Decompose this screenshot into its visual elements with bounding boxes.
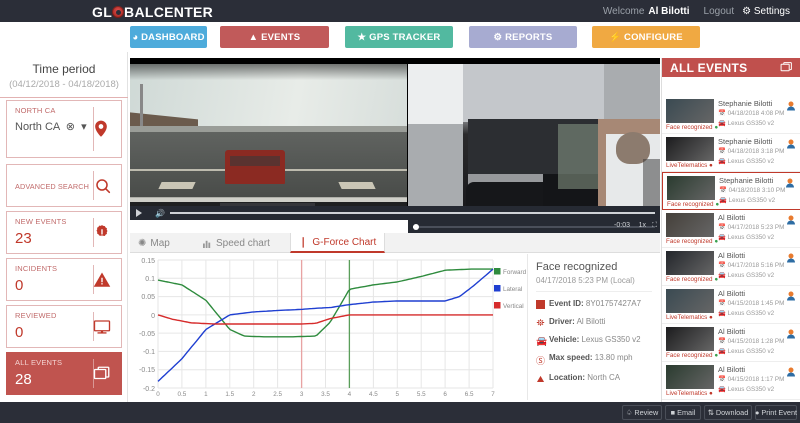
svg-text:3.5: 3.5 <box>321 391 330 398</box>
svg-text:0.1: 0.1 <box>145 276 155 283</box>
svg-text:Vertical: Vertical <box>503 303 524 310</box>
svg-text:Forward: Forward <box>503 269 527 276</box>
svg-text:-0.2: -0.2 <box>143 386 155 393</box>
svg-text:-0.1: -0.1 <box>143 349 155 356</box>
svg-text:0.05: 0.05 <box>141 294 155 301</box>
svg-text:2: 2 <box>252 391 256 398</box>
svg-text:0.15: 0.15 <box>141 258 155 265</box>
svg-text:5: 5 <box>396 391 400 398</box>
svg-text:5.5: 5.5 <box>417 391 426 398</box>
svg-text:3: 3 <box>300 391 304 398</box>
svg-text:Lateral: Lateral <box>503 286 522 293</box>
svg-text:1: 1 <box>204 391 208 398</box>
svg-text:1.5: 1.5 <box>225 391 234 398</box>
svg-text:2.5: 2.5 <box>273 391 282 398</box>
svg-text:-0.05: -0.05 <box>139 331 155 338</box>
svg-text:0: 0 <box>156 391 160 398</box>
svg-text:0.5: 0.5 <box>178 391 187 398</box>
svg-text:4: 4 <box>348 391 352 398</box>
svg-text:-0.15: -0.15 <box>139 367 155 374</box>
svg-text:7: 7 <box>491 391 495 398</box>
svg-text:0: 0 <box>151 313 155 320</box>
svg-text:6.5: 6.5 <box>465 391 474 398</box>
svg-text:6: 6 <box>443 391 447 398</box>
svg-text:4.5: 4.5 <box>369 391 378 398</box>
